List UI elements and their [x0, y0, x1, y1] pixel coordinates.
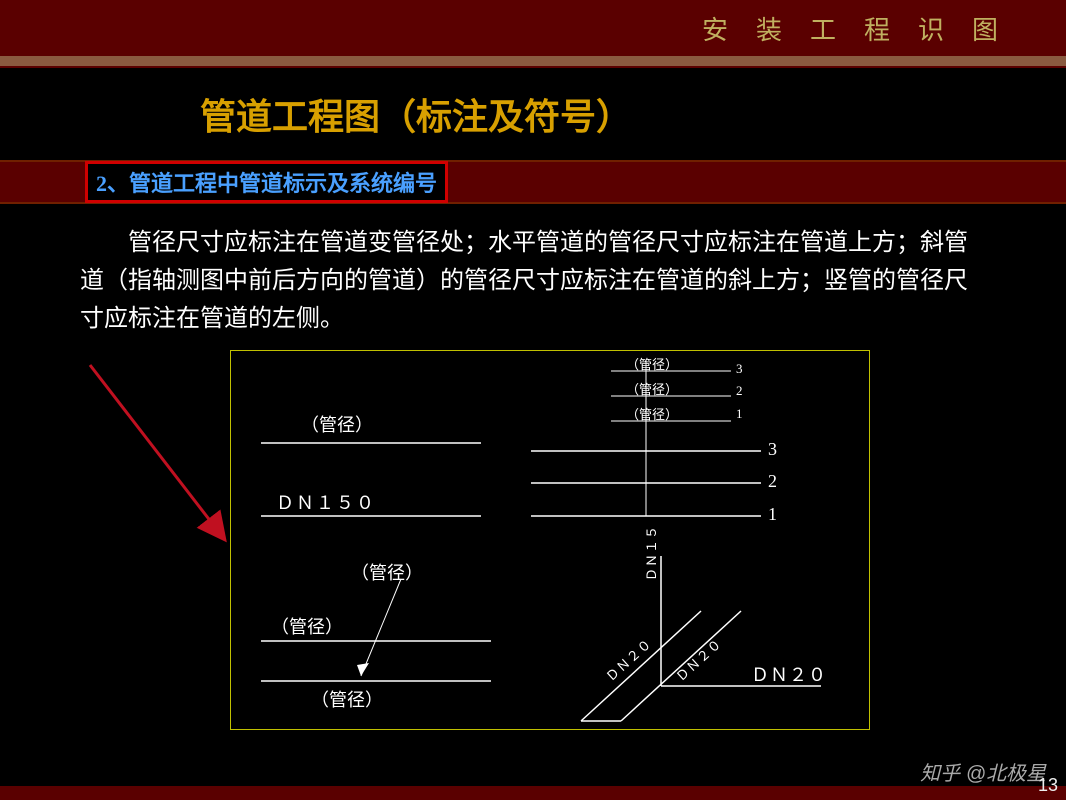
body-text: 管径尺寸应标注在管道变管径处；水平管道的管径尺寸应标注在管道上方；斜管道（指轴测…: [0, 204, 1066, 350]
label-right-d3: （管径）: [626, 404, 678, 423]
header-bar: 安装工程识图: [0, 0, 1066, 56]
label-right-s1: 1: [736, 406, 743, 422]
label-right-num3: 3: [768, 439, 777, 460]
label-diameter-top-left: （管径）: [301, 411, 373, 437]
label-right-d1: （管径）: [626, 354, 678, 373]
header-strip: [0, 56, 1066, 66]
label-btm-d2: （管径）: [271, 613, 343, 639]
watermark: 知乎 @北极星: [920, 757, 1046, 786]
page-number: 13: [1038, 775, 1058, 796]
footer-strip: [0, 786, 1066, 800]
diagram: （管径） ＤＮ１５０ （管径） （管径） （管径） 3 2 1 3 2 1 （管…: [230, 350, 870, 730]
label-dn15: ＤＮ１５: [641, 525, 660, 581]
label-right-num1: 1: [768, 504, 777, 525]
label-right-s3: 3: [736, 361, 743, 377]
label-dn20-c: ＤＮ２０: [751, 661, 827, 687]
section-band: 2、管道工程中管道标示及系统编号: [0, 160, 1066, 204]
label-right-num2: 2: [768, 471, 777, 492]
title-area: 管道工程图（标注及符号）: [0, 68, 1066, 160]
arrow-icon: [85, 360, 240, 550]
section-heading: 2、管道工程中管道标示及系统编号: [85, 161, 448, 203]
label-btm-d3: （管径）: [311, 686, 383, 712]
label-right-s2: 2: [736, 383, 743, 399]
page-title: 管道工程图（标注及符号）: [200, 88, 1066, 140]
label-btm-d1: （管径）: [351, 559, 423, 585]
label-right-d2: （管径）: [626, 379, 678, 398]
header-title: 安装工程识图: [702, 10, 1026, 47]
label-dn150: ＤＮ１５０: [276, 489, 376, 515]
